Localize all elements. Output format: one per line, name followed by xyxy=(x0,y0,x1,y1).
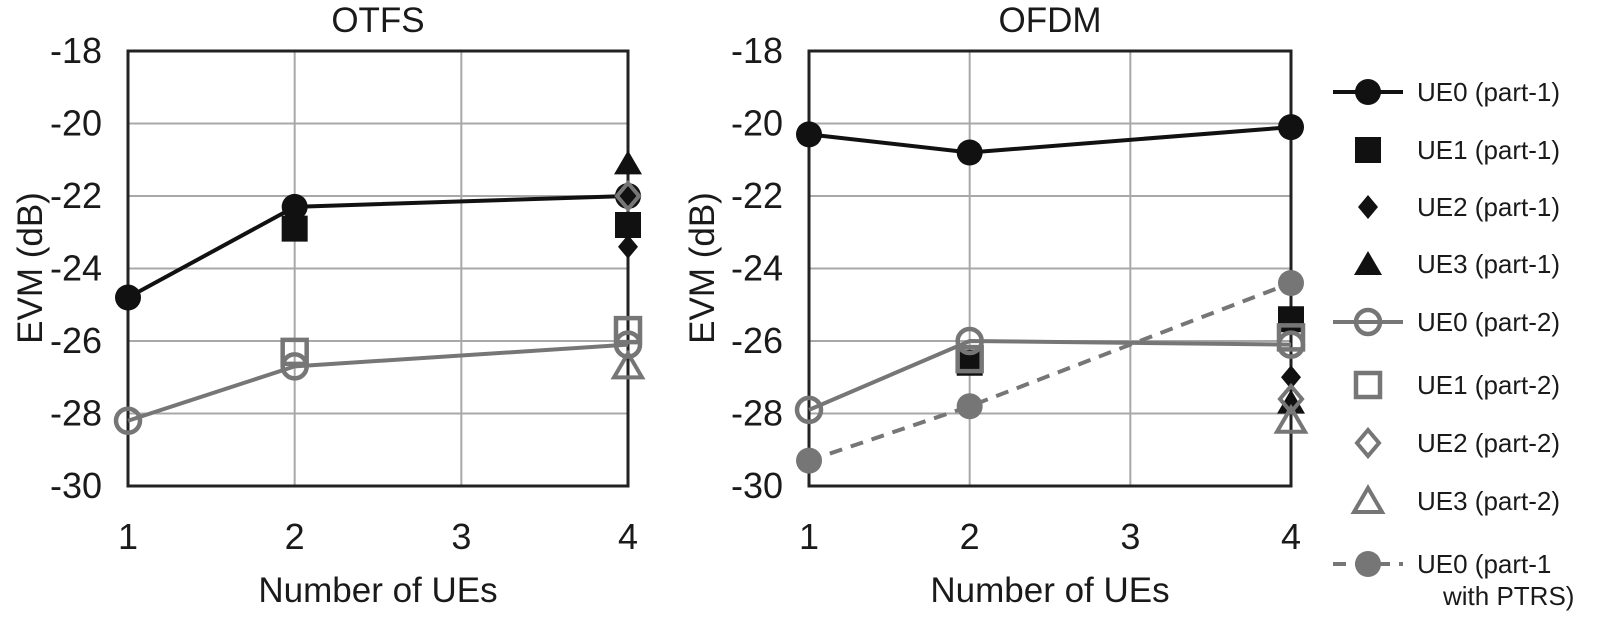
svg-text:4: 4 xyxy=(618,516,638,557)
svg-text:-24: -24 xyxy=(731,248,783,289)
series-markers-ue2-part-1 xyxy=(1281,365,1301,390)
legend-item-ue0-part-1: UE0 (part-1) xyxy=(1333,77,1560,107)
legend-item-label: UE0 (part-2) xyxy=(1417,307,1560,337)
svg-text:-28: -28 xyxy=(50,393,102,434)
legend-item-label-line2: with PTRS) xyxy=(1442,581,1574,611)
legend-marker-circle-filled xyxy=(1355,79,1381,105)
legend-item-label: UE3 (part-1) xyxy=(1417,249,1560,279)
legend-item-ue0-part-2: UE0 (part-2) xyxy=(1333,307,1560,337)
svg-text:-24: -24 xyxy=(50,248,102,289)
legend-item-label: UE0 (part-1) xyxy=(1417,77,1560,107)
legend-item-label: UE1 (part-1) xyxy=(1417,135,1560,165)
svg-text:-22: -22 xyxy=(731,175,783,216)
x-tick-labels: 1 2 3 4 xyxy=(118,516,638,557)
series-markers-ue1-part-2 xyxy=(955,323,1306,374)
legend-item-ue1-part-2: UE1 (part-2) xyxy=(1353,370,1560,400)
legend-item-ue2-part-1: UE2 (part-1) xyxy=(1358,192,1560,222)
series-markers-ue3-part-1 xyxy=(614,150,642,175)
legend-marker-diamond-open xyxy=(1354,426,1382,460)
y-axis-label-otfs: EVM (dB) xyxy=(11,192,50,344)
series-markers-ue3-part-2 xyxy=(610,349,646,380)
svg-text:-28: -28 xyxy=(731,393,783,434)
series-markers-ue2-part-1 xyxy=(618,234,638,259)
legend-marker-circle-open xyxy=(1353,307,1383,337)
gridlines xyxy=(809,51,1291,486)
chart-ofdm: -18 -20 -22 -24 -26 -28 -30 1 2 3 4 xyxy=(731,30,1309,557)
svg-text:2: 2 xyxy=(960,516,980,557)
legend-marker-triangle-open xyxy=(1350,484,1386,514)
svg-text:4: 4 xyxy=(1281,516,1301,557)
legend-item-label: UE2 (part-2) xyxy=(1417,428,1560,458)
legend-item-ue3-part-2: UE3 (part-2) xyxy=(1350,484,1560,516)
svg-text:-20: -20 xyxy=(731,103,783,144)
legend-item-label: UE0 (part-1 xyxy=(1417,549,1551,579)
legend-item-label: UE3 (part-2) xyxy=(1417,486,1560,516)
chart-title-ofdm: OFDM xyxy=(998,1,1102,40)
legend-item-label: UE1 (part-2) xyxy=(1417,370,1560,400)
x-axis-label-ofdm: Number of UEs xyxy=(930,571,1170,610)
y-tick-labels: -18 -20 -22 -24 -26 -28 -30 xyxy=(50,30,102,506)
legend-item-ue1-part-1: UE1 (part-1) xyxy=(1355,135,1560,165)
y-tick-labels: -18 -20 -22 -24 -26 -28 -30 xyxy=(731,30,783,506)
svg-text:-18: -18 xyxy=(731,30,783,71)
legend-item-ue2-part-2: UE2 (part-2) xyxy=(1354,426,1560,460)
series-markers-ue0-part-1 xyxy=(796,114,1304,166)
series-markers-ue0-part-1 xyxy=(115,183,641,311)
svg-text:-30: -30 xyxy=(731,465,783,506)
series-markers-ue3-part-2 xyxy=(1273,403,1309,434)
legend-marker-diamond-filled xyxy=(1358,195,1378,219)
series-markers-ue2-part-2 xyxy=(1277,382,1305,416)
series-markers-ue2-part-2 xyxy=(614,179,642,213)
svg-text:-26: -26 xyxy=(50,320,102,361)
legend-marker-triangle-filled xyxy=(1354,251,1382,275)
series-line-ue0-part-1 xyxy=(808,125,1292,155)
legend-item-label: UE2 (part-1) xyxy=(1417,192,1560,222)
series-markers-ue1-part-2 xyxy=(280,315,643,367)
svg-text:-20: -20 xyxy=(50,103,102,144)
series-line-ue0-part-1-with-ptrs xyxy=(808,281,1292,463)
series-line-ue0-part-1 xyxy=(127,194,629,300)
svg-text:1: 1 xyxy=(799,516,819,557)
series-markers-ue0-part-1-with-ptrs xyxy=(796,270,1304,474)
svg-text:-30: -30 xyxy=(50,465,102,506)
svg-text:-22: -22 xyxy=(50,175,102,216)
legend: UE0 (part-1) UE1 (part-1) UE2 (part-1) UE3 … xyxy=(1333,77,1574,611)
svg-text:-18: -18 xyxy=(50,30,102,71)
legend-marker-circle-filled xyxy=(1355,551,1381,577)
chart-title-otfs: OTFS xyxy=(331,1,425,40)
plot-border xyxy=(807,49,1293,488)
legend-marker-square-open xyxy=(1353,370,1383,400)
series-line-ue0-part-2 xyxy=(127,342,629,423)
svg-text:3: 3 xyxy=(451,516,471,557)
chart-otfs: -18 -20 -22 -24 -26 -28 -30 1 2 3 4 xyxy=(50,30,646,557)
legend-marker-square-filled xyxy=(1355,137,1381,163)
x-axis-label-otfs: Number of UEs xyxy=(258,571,498,610)
svg-text:-26: -26 xyxy=(731,320,783,361)
series-markers-ue3-part-1 xyxy=(1277,389,1305,414)
svg-text:2: 2 xyxy=(285,516,305,557)
plot-border xyxy=(126,49,630,488)
legend-item-ue3-part-1: UE3 (part-1) xyxy=(1354,249,1560,279)
gridlines xyxy=(128,51,628,486)
y-axis-label-ofdm: EVM (dB) xyxy=(683,192,722,344)
series-line-ue0-part-2 xyxy=(808,338,1292,412)
svg-text:1: 1 xyxy=(118,516,138,557)
series-markers-ue1-part-1 xyxy=(281,212,641,242)
x-tick-labels: 1 2 3 4 xyxy=(799,516,1301,557)
svg-text:3: 3 xyxy=(1120,516,1140,557)
